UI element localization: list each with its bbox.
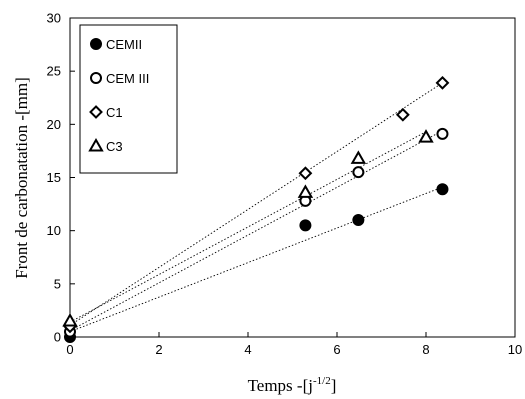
trendline-cemii	[69, 186, 443, 333]
legend: CEMII CEM III C1 C3	[79, 24, 178, 174]
data-point-c3	[418, 129, 434, 143]
legend-label: CEMII	[106, 37, 142, 52]
data-point-c3	[350, 150, 367, 164]
y-axis-title: Front de carbonatation -[mm]	[12, 77, 31, 279]
legend-marker	[89, 105, 103, 119]
y-tick-label: 25	[47, 64, 61, 79]
y-tick-label: 10	[47, 223, 61, 238]
x-tick-label: 0	[66, 342, 73, 357]
x-axis-title-sup: -1/2	[313, 375, 331, 387]
legend-label: C1	[106, 105, 123, 120]
data-point-c3	[62, 313, 78, 327]
legend-marker	[90, 38, 102, 50]
trendline-cem-iii	[69, 130, 443, 332]
data-point-cemii	[299, 219, 312, 232]
y-tick-label: 15	[47, 170, 61, 185]
x-axis-title: Temps -[j-1/2]	[248, 375, 337, 395]
legend-marker	[90, 72, 102, 84]
y-tick-label: 20	[47, 117, 61, 132]
data-point-c1	[298, 166, 313, 181]
x-tick-label: 6	[333, 342, 340, 357]
y-tick-label: 30	[47, 11, 61, 26]
x-axis-title-main: Temps -[j	[248, 376, 313, 395]
y-tick-label: 0	[54, 330, 61, 345]
x-axis-title-end: ]	[331, 376, 337, 395]
data-point-c1	[395, 107, 410, 122]
ticks: 0 2 4 6 8 10 0 5 10 15 20 25 30	[47, 11, 523, 358]
y-tick-label: 5	[54, 276, 61, 291]
x-tick-label: 8	[422, 342, 429, 357]
x-tick-label: 4	[244, 342, 251, 357]
legend-label: C3	[106, 139, 123, 154]
points	[62, 75, 450, 343]
trendline-c1	[69, 82, 443, 326]
x-tick-label: 10	[508, 342, 522, 357]
trendline-c3	[69, 131, 427, 323]
data-point-c3	[297, 184, 314, 198]
data-point-cemii	[352, 214, 365, 227]
trendlines	[69, 82, 443, 333]
legend-marker	[88, 137, 104, 152]
data-point-c1	[435, 75, 450, 90]
legend-items: CEMII CEM III C1 C3	[88, 37, 149, 154]
legend-label: CEM III	[106, 71, 149, 86]
data-point-cem-iii	[352, 166, 365, 179]
data-point-cemii	[436, 183, 449, 196]
data-point-cem-iii	[436, 127, 449, 140]
x-tick-label: 2	[155, 342, 162, 357]
